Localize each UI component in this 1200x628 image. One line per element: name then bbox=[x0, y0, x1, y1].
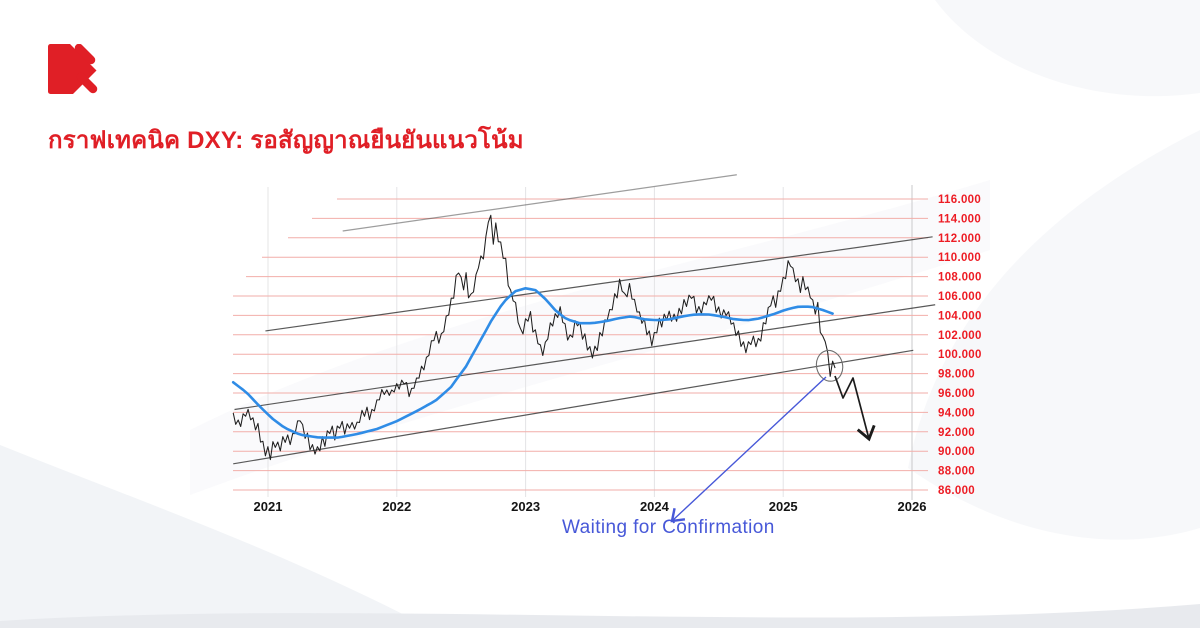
background-wave bbox=[935, 0, 1200, 97]
y-axis-label: 86.000 bbox=[938, 485, 975, 497]
x-axis-label: 2023 bbox=[511, 499, 540, 514]
ma-line bbox=[231, 287, 834, 439]
background-wave bbox=[190, 180, 990, 495]
x-axis-label: 2024 bbox=[640, 499, 670, 514]
y-axis-label: 100.000 bbox=[938, 349, 982, 361]
y-axis-label: 114.000 bbox=[938, 213, 981, 225]
y-axis-label: 116.000 bbox=[938, 194, 981, 206]
x-axis-label: 2021 bbox=[254, 499, 283, 514]
axis-label-layer: 2021 2022 2023 2024 2025 2026 116.000 114.000 11… bbox=[254, 194, 982, 514]
y-axis-label: 106.000 bbox=[938, 291, 982, 303]
trendline-channel-top bbox=[342, 174, 737, 232]
projection-arrow bbox=[834, 375, 876, 442]
y-axis-label: 102.000 bbox=[938, 330, 982, 342]
trendline-channel-mid bbox=[234, 304, 936, 411]
y-axis-label: 96.000 bbox=[938, 388, 975, 400]
y-axis-label: 112.000 bbox=[938, 233, 981, 245]
x-axis-label: 2026 bbox=[898, 499, 927, 514]
y-axis-label: 108.000 bbox=[938, 272, 982, 284]
annotation-layer bbox=[670, 349, 876, 523]
brand-logo bbox=[48, 43, 98, 94]
y-axis-label: 88.000 bbox=[938, 466, 975, 478]
trendline-channel-lower bbox=[233, 349, 914, 465]
background-wave bbox=[0, 604, 1200, 628]
y-axis-label: 90.000 bbox=[938, 446, 975, 458]
y-axis-label: 98.000 bbox=[938, 369, 975, 381]
trendline-layer bbox=[233, 174, 936, 465]
y-axis-label: 110.000 bbox=[938, 252, 981, 264]
y-axis-label: 92.000 bbox=[938, 427, 975, 439]
x-axis-label: 2022 bbox=[382, 499, 411, 514]
background-wave bbox=[0, 445, 430, 628]
confirmation-arrow bbox=[670, 376, 827, 523]
trendline-channel-upper bbox=[265, 236, 933, 332]
brand-logo-icon bbox=[48, 43, 98, 94]
price-series bbox=[232, 214, 836, 461]
grid-layer bbox=[233, 185, 928, 500]
chart-title: กราฟเทคนิค DXY: รอสัญญาณยืนยันแนวโน้ม bbox=[48, 127, 524, 155]
y-axis-label: 94.000 bbox=[938, 407, 975, 419]
confirmation-label: Waiting for Confirmation bbox=[562, 517, 775, 538]
signal-circle bbox=[815, 349, 844, 382]
y-axis-label: 104.000 bbox=[938, 310, 982, 322]
background-wave bbox=[908, 130, 1200, 540]
series-layer bbox=[231, 214, 836, 461]
x-axis-label: 2025 bbox=[769, 499, 798, 514]
